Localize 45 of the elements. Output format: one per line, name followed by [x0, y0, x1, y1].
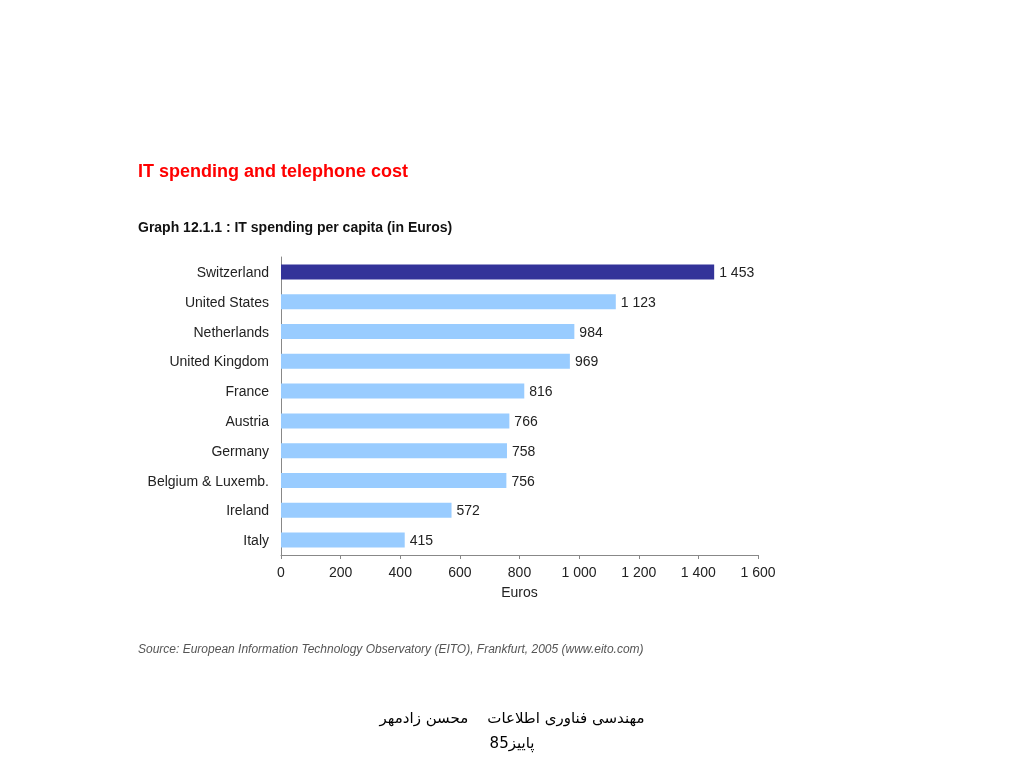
y-tick-label: Italy: [243, 532, 269, 549]
x-axis-title: Euros: [501, 584, 538, 600]
bar: [281, 532, 405, 548]
data-label: 1 123: [620, 293, 657, 310]
x-tick-label: 800: [507, 564, 532, 580]
y-tick-label: Netherlands: [193, 323, 269, 340]
y-tick-label: United States: [184, 293, 269, 310]
bar: [281, 502, 452, 518]
data-label: 1 453: [719, 263, 755, 280]
y-tick-label: Switzerland: [196, 263, 269, 280]
y-tick-label: France: [225, 383, 270, 400]
bar: [281, 353, 570, 369]
data-label: 572: [456, 502, 481, 519]
bar: [281, 413, 510, 429]
data-label: 816: [529, 383, 553, 400]
x-tick-label: 600: [448, 564, 472, 580]
bar: [281, 324, 575, 339]
x-tick-label: 1 000: [561, 564, 597, 580]
chart-subtitle: Graph 12.1.1 : IT spending per capita (in Euros): [138, 219, 453, 235]
y-tick-label: Ireland: [226, 502, 269, 519]
data-label: 415: [409, 532, 434, 549]
x-tick-label: 200: [328, 564, 353, 580]
data-label: 766: [514, 412, 538, 429]
data-label: 758: [511, 442, 536, 459]
text: مهندسی فناوری اطلاعات محسن زادمهر: [378, 708, 645, 727]
source-note: Source: European Information Technology Observatory (EITO), Frankfurt, 2005 (www.eito.com): [138, 642, 644, 656]
bar: [281, 473, 507, 488]
bar: [281, 443, 507, 459]
bar: [281, 264, 715, 280]
chart-title: IT spending and telephone cost: [138, 161, 409, 181]
text: پاییز85: [489, 733, 535, 753]
bar: [281, 294, 616, 310]
x-tick-label: 0: [277, 564, 286, 580]
x-tick-label: 1 400: [680, 564, 717, 580]
data-label: 756: [511, 472, 535, 489]
bar: [281, 383, 525, 399]
y-tick-label: United Kingdom: [169, 353, 269, 370]
y-tick-label: Belgium & Luxemb.: [147, 472, 269, 489]
data-label: 984: [579, 323, 603, 340]
y-tick-label: Germany: [211, 442, 269, 459]
data-label: 969: [574, 353, 599, 370]
x-tick-label: 400: [388, 564, 413, 580]
x-tick-label: 1 200: [621, 564, 657, 580]
y-tick-label: Austria: [225, 412, 270, 429]
x-tick-label: 1 600: [740, 564, 776, 580]
